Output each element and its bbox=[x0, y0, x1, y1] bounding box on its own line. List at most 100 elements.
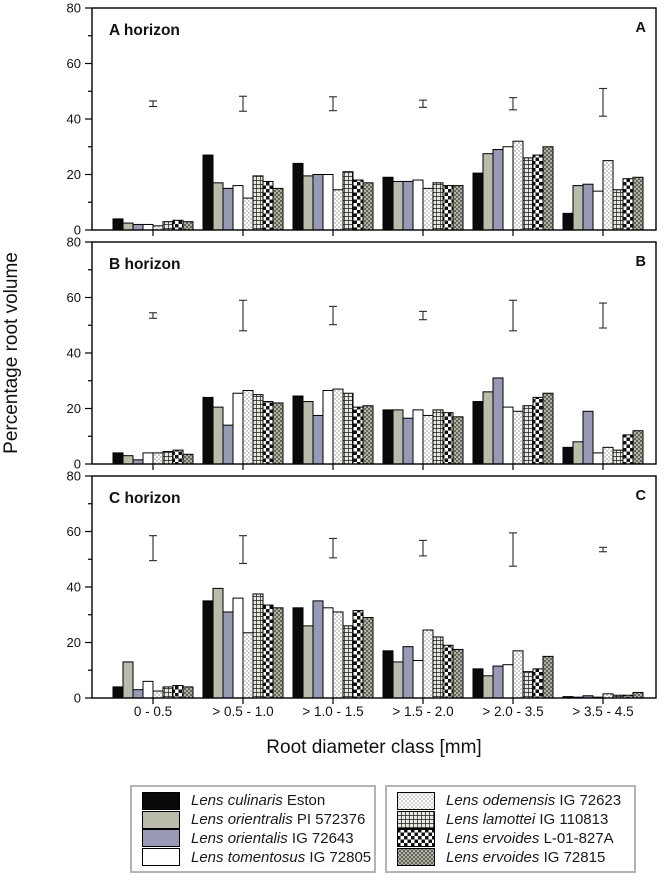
bar bbox=[162, 451, 174, 465]
bar bbox=[312, 600, 324, 699]
bar bbox=[442, 644, 454, 699]
bar bbox=[252, 394, 264, 465]
bar bbox=[492, 665, 504, 699]
error-bar bbox=[599, 302, 607, 329]
y-tick-label: 80 bbox=[67, 469, 81, 484]
panel-background bbox=[92, 476, 656, 698]
panels-group: 0 20 40 60 80 A horizon A 0 20 40 60 80 B horizon B 0 2… bbox=[67, 1, 657, 719]
y-tick-label: 60 bbox=[67, 290, 81, 305]
bar bbox=[172, 685, 184, 699]
x-tick-label: > 1.5 - 2.0 bbox=[392, 704, 453, 719]
bar bbox=[352, 406, 364, 465]
panel-background bbox=[92, 8, 656, 230]
error-bar bbox=[149, 535, 157, 562]
bar bbox=[302, 175, 314, 231]
bar bbox=[422, 629, 434, 699]
bar bbox=[272, 187, 284, 231]
bar bbox=[362, 182, 374, 231]
error-bar bbox=[509, 532, 517, 567]
panel-title: A horizon bbox=[109, 22, 180, 39]
bar bbox=[242, 197, 254, 231]
bar bbox=[252, 593, 264, 699]
bar bbox=[402, 417, 414, 465]
bar bbox=[202, 396, 214, 465]
bar bbox=[612, 189, 624, 231]
bar bbox=[182, 453, 194, 465]
bar bbox=[382, 650, 394, 699]
legend-swatch bbox=[397, 810, 435, 829]
bar bbox=[262, 180, 274, 231]
bar bbox=[472, 401, 484, 465]
y-tick-label: 20 bbox=[67, 635, 81, 650]
bar bbox=[492, 149, 504, 231]
error-bar bbox=[149, 100, 157, 108]
error-bar bbox=[419, 99, 427, 108]
bar bbox=[232, 597, 244, 699]
x-tick-label: > 0.5 - 1.0 bbox=[212, 704, 273, 719]
bar bbox=[182, 221, 194, 231]
error-bar bbox=[329, 96, 337, 112]
bar bbox=[452, 416, 464, 465]
bar bbox=[322, 607, 334, 699]
bar bbox=[472, 668, 484, 699]
bar bbox=[392, 180, 404, 231]
x-tick-label: > 2.0 - 3.5 bbox=[482, 704, 543, 719]
bar bbox=[202, 154, 214, 231]
legend-item-lens-orientralis-pi-572376: Lens orientralis PI 572376 bbox=[142, 810, 365, 829]
bar bbox=[352, 179, 364, 231]
bar bbox=[632, 176, 644, 231]
bar bbox=[402, 180, 414, 231]
legend-item-lens-lamottei-ig-110813: Lens lamottei IG 110813 bbox=[397, 810, 624, 829]
bar bbox=[262, 604, 274, 699]
bar bbox=[342, 171, 354, 231]
error-bar bbox=[239, 299, 247, 332]
bar bbox=[542, 392, 554, 465]
legend-swatch bbox=[142, 791, 180, 810]
bar bbox=[312, 174, 324, 231]
bar bbox=[512, 650, 524, 699]
bar bbox=[482, 391, 494, 465]
bar bbox=[362, 617, 374, 699]
bar bbox=[352, 610, 364, 699]
bar bbox=[332, 189, 344, 231]
bar bbox=[502, 664, 514, 699]
bar bbox=[112, 218, 124, 231]
legend-swatch bbox=[397, 848, 435, 867]
bar bbox=[322, 389, 334, 465]
bar bbox=[382, 176, 394, 231]
y-tick-label: 0 bbox=[74, 691, 81, 706]
bar bbox=[122, 455, 134, 465]
legend-item-lens-ervoides-l-01-827a: Lens ervoides L-01-827A bbox=[397, 829, 624, 848]
bar bbox=[292, 607, 304, 699]
bar bbox=[222, 187, 234, 231]
bar bbox=[332, 388, 344, 465]
error-bar bbox=[329, 537, 337, 559]
error-bar bbox=[329, 305, 337, 326]
bar bbox=[152, 452, 164, 465]
bar bbox=[162, 221, 174, 231]
panel-corner-label: B bbox=[636, 254, 646, 270]
bar bbox=[432, 409, 444, 465]
bar bbox=[412, 409, 424, 465]
bar-chart-svg: Percentage root volume Root diameter cla… bbox=[1, 1, 657, 758]
bar bbox=[122, 661, 134, 699]
legend-swatch bbox=[142, 848, 180, 867]
bar bbox=[172, 449, 184, 465]
y-tick-label: 40 bbox=[67, 580, 81, 595]
bar bbox=[252, 175, 264, 231]
y-tick-label: 40 bbox=[67, 346, 81, 361]
bar bbox=[302, 401, 314, 465]
bar bbox=[362, 405, 374, 465]
bar bbox=[222, 424, 234, 465]
bar bbox=[562, 212, 574, 231]
legend-swatch bbox=[397, 791, 435, 810]
panel-c: 0 20 40 60 80 C horizon C bbox=[67, 469, 657, 706]
panel-b: 0 20 40 60 80 B horizon B bbox=[67, 235, 657, 472]
bar bbox=[522, 405, 534, 465]
bar bbox=[512, 410, 524, 465]
bar bbox=[392, 661, 404, 699]
bar bbox=[572, 185, 584, 231]
bar bbox=[532, 154, 544, 231]
legend-item-lens-tomentosus-ig-72805: Lens tomentosus IG 72805 bbox=[142, 848, 371, 867]
